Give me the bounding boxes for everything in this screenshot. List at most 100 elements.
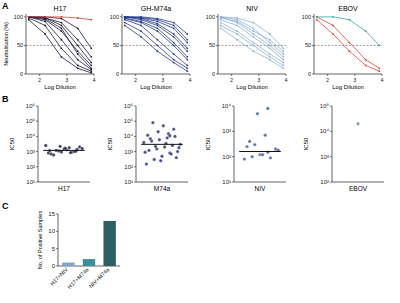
curve-point [28, 16, 30, 18]
point [266, 107, 269, 110]
x-axis [234, 182, 286, 183]
curve-point [186, 42, 188, 44]
point [173, 135, 176, 138]
y-tick [134, 166, 136, 167]
curve-point [252, 45, 254, 47]
curve [221, 25, 284, 65]
point [52, 153, 55, 156]
curve [125, 19, 188, 60]
x-tick [354, 74, 355, 76]
curve-point [124, 22, 126, 24]
curve [29, 17, 92, 48]
y-tick-label: 10⁴ [26, 133, 36, 139]
y-tick-label: 10³ [320, 154, 329, 160]
curve [29, 17, 92, 20]
curve-point [28, 16, 30, 18]
y-tick-label: 10⁶ [26, 103, 36, 109]
curve-point [236, 19, 238, 21]
curve-point [140, 30, 142, 32]
curve-point [140, 21, 142, 23]
y-tick [36, 106, 38, 107]
point [149, 137, 152, 140]
curve [125, 17, 188, 48]
threshold-line [122, 45, 190, 46]
y-tick [120, 74, 122, 75]
x-axis-label: Log Dilution [236, 84, 268, 90]
y-tick [120, 45, 122, 46]
plot-area [314, 16, 382, 72]
x-axis-label: Log Dilution [44, 84, 76, 90]
curve-point [186, 65, 188, 67]
point [162, 124, 165, 127]
x-axis-label: H17 [58, 185, 70, 192]
y-axis [38, 106, 39, 182]
curve-point [378, 45, 380, 47]
plot-area [26, 16, 94, 74]
curve [221, 20, 284, 60]
y-tick [312, 45, 314, 46]
y-axis [122, 14, 123, 74]
curve-point [348, 19, 350, 21]
y-tick [24, 16, 26, 17]
chart-title: NIV [246, 5, 258, 12]
curve-point [44, 33, 46, 35]
curve-point [44, 21, 46, 23]
x-tick-label: 4 [380, 77, 383, 83]
point [248, 140, 251, 143]
plot-area [239, 107, 281, 161]
point [163, 145, 166, 148]
curve-point [186, 50, 188, 52]
point [177, 146, 180, 149]
y-tick-label: 50 [17, 42, 23, 48]
curve-point [173, 33, 175, 35]
plot-area [43, 144, 85, 157]
curve [29, 17, 92, 70]
y-tick-label: 10² [124, 164, 133, 170]
curve [125, 18, 188, 57]
curve [221, 17, 284, 57]
y-tick-label: 15 [48, 211, 55, 217]
curve-point [173, 59, 175, 61]
curve [317, 17, 380, 68]
curve-point [348, 50, 350, 52]
curve-point [156, 25, 158, 27]
y-tick-label: 50 [305, 42, 311, 48]
y-tick [56, 266, 58, 267]
y-tick [134, 182, 136, 183]
curve-point [28, 16, 30, 18]
curve-point [252, 30, 254, 32]
y-tick-label: 0 [116, 71, 119, 77]
curve-point [156, 23, 158, 25]
panel-label: C [2, 201, 9, 211]
point [156, 130, 159, 133]
x-axis [218, 74, 286, 75]
y-tick [216, 45, 218, 46]
curve-point [365, 65, 367, 67]
curve-point [269, 39, 271, 41]
curve-point [316, 16, 318, 18]
point [146, 133, 149, 136]
y-axis [234, 106, 235, 182]
y-tick-label: 10¹ [222, 179, 231, 185]
curve-point [173, 42, 175, 44]
y-tick-label: 0 [20, 71, 23, 77]
curve-point [252, 22, 254, 24]
point [68, 146, 71, 149]
curve-point [77, 50, 79, 52]
x-tick [190, 74, 191, 76]
point [142, 141, 145, 144]
x-axis-label: Log Dilution [332, 84, 364, 90]
curve-point [44, 25, 46, 27]
y-tick [216, 16, 218, 17]
bar [62, 263, 74, 266]
curve-point [44, 18, 46, 20]
point [153, 158, 156, 161]
curve-point [269, 47, 271, 49]
curve-point [60, 27, 62, 29]
curve [221, 23, 284, 63]
curve [317, 20, 380, 71]
curve-point [90, 19, 92, 21]
y-tick-label: 0 [212, 71, 215, 77]
curve-point [236, 33, 238, 35]
curve-point [282, 47, 284, 49]
